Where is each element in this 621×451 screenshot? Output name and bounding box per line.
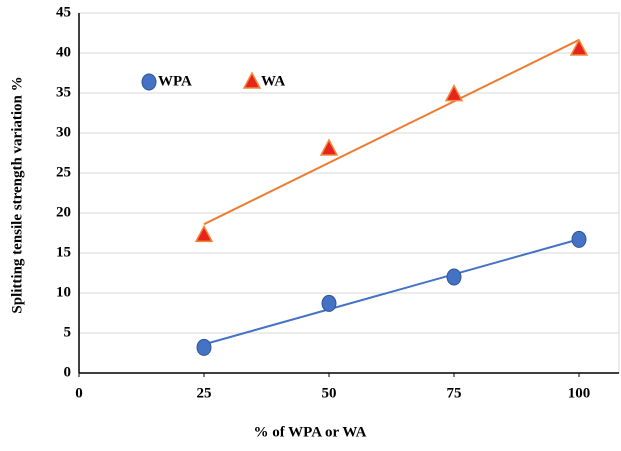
plot-frame <box>78 12 620 374</box>
y-tick-label: 45 <box>56 4 71 20</box>
triangle-marker <box>569 38 589 56</box>
x-tick-label: 50 <box>322 385 337 401</box>
legend-marker <box>242 71 262 89</box>
triangle-marker <box>194 224 214 243</box>
y-tick-label: 40 <box>56 44 71 60</box>
y-tick-label: 30 <box>56 124 71 140</box>
circle-marker <box>196 338 212 356</box>
x-tick-label: 100 <box>568 385 591 401</box>
y-tick-label: 25 <box>56 164 71 180</box>
y-tick-label: 0 <box>64 364 72 380</box>
x-axis-label: % of WPA or WA <box>253 424 366 440</box>
x-tick-label: 25 <box>197 385 212 401</box>
y-axis-label: Splitting tensile strength variation % <box>9 76 25 313</box>
triangle-marker <box>319 138 339 156</box>
circle-marker <box>446 268 462 286</box>
x-tick-label: 0 <box>75 385 83 401</box>
legend-marker <box>141 73 157 91</box>
trendline <box>203 238 580 346</box>
y-tick-label: 15 <box>56 244 71 260</box>
x-tick-label: 75 <box>447 385 462 401</box>
legend-label: WPA <box>158 73 192 89</box>
y-tick-label: 5 <box>64 324 72 340</box>
legend-label: WA <box>261 73 285 89</box>
trendline <box>203 39 580 226</box>
circle-marker <box>321 294 337 312</box>
triangle-marker <box>444 84 464 102</box>
circle-marker <box>571 230 587 248</box>
y-tick-label: 20 <box>56 204 71 220</box>
y-tick-label: 35 <box>56 84 71 100</box>
y-tick-label: 10 <box>56 284 71 300</box>
